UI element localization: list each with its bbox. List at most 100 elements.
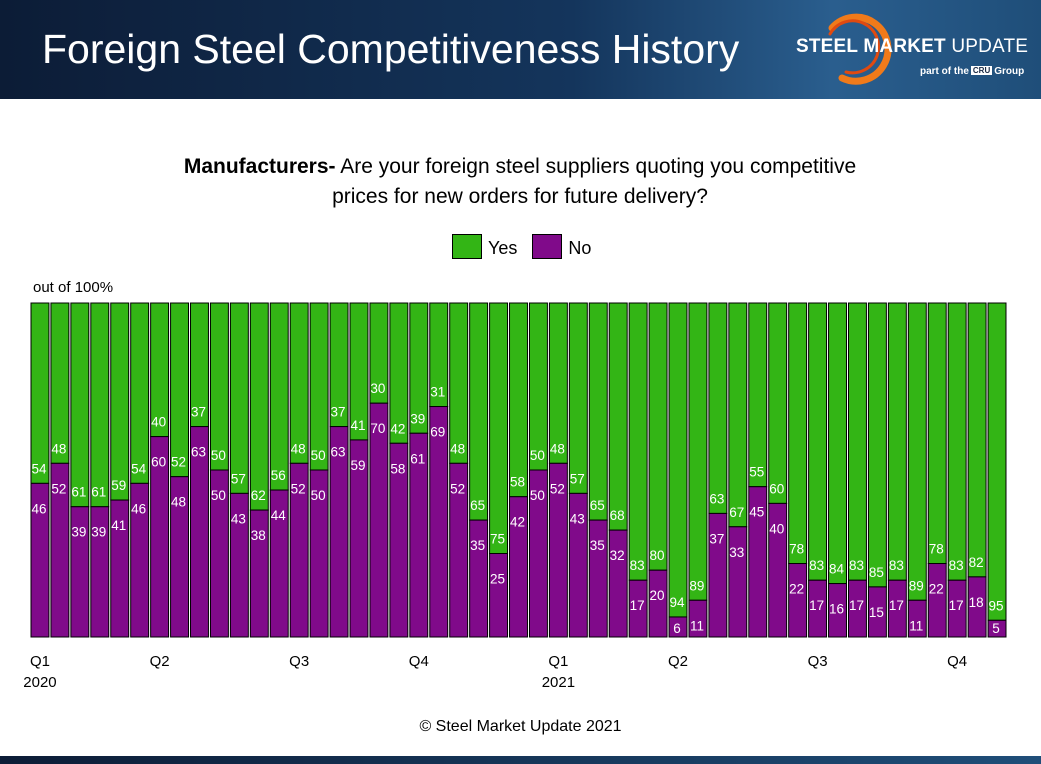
- label-no-10: 43: [231, 511, 246, 526]
- legend-swatch-no: [532, 234, 563, 259]
- bar-yes-36: [748, 302, 768, 488]
- bar-yes-4: [110, 302, 130, 501]
- bar-no-17: [369, 402, 389, 638]
- brand-sub-prefix: part of the: [920, 66, 969, 77]
- logo-swoosh-icon: [828, 13, 892, 85]
- label-no-38: 22: [789, 582, 804, 597]
- bar-no-23: [489, 553, 509, 638]
- legend-item-no: No: [532, 234, 591, 259]
- x-tick-year-4: 2021: [542, 674, 575, 691]
- x-tick-label-0: Q1: [30, 653, 50, 670]
- x-tick-label-7: Q4: [947, 653, 967, 670]
- label-yes-35: 67: [729, 505, 744, 520]
- label-no-2: 39: [71, 525, 86, 540]
- bar-no-28: [588, 519, 608, 638]
- label-no-4: 41: [111, 518, 126, 533]
- bar-yes-7: [170, 302, 190, 478]
- x-tick-year-0: 2020: [23, 674, 56, 691]
- bar-yes-24: [509, 302, 528, 498]
- bar-yes-45: [927, 302, 947, 565]
- bar-no-32: [668, 616, 688, 638]
- label-yes-9: 50: [211, 448, 226, 463]
- label-yes-45: 78: [929, 542, 944, 557]
- bar-yes-35: [728, 302, 748, 528]
- label-yes-43: 83: [889, 558, 904, 573]
- label-no-35: 33: [729, 545, 744, 560]
- label-no-43: 17: [889, 598, 904, 613]
- label-no-36: 45: [749, 505, 764, 520]
- label-yes-4: 59: [111, 478, 126, 493]
- label-no-26: 52: [550, 481, 565, 496]
- bar-no-5: [130, 482, 150, 638]
- label-yes-33: 89: [689, 578, 704, 593]
- label-yes-14: 50: [311, 448, 326, 463]
- bar-no-46: [947, 579, 967, 638]
- bar-no-42: [867, 586, 887, 638]
- bar-yes-41: [847, 302, 867, 581]
- bar-yes-48: [987, 302, 1007, 621]
- label-no-21: 52: [450, 481, 465, 496]
- bar-no-10: [229, 492, 249, 638]
- bar-no-35: [728, 526, 748, 638]
- bar-no-24: [509, 496, 528, 638]
- label-yes-42: 85: [869, 565, 884, 580]
- bar-no-33: [688, 599, 708, 638]
- label-no-41: 17: [849, 598, 864, 613]
- bar-yes-22: [469, 302, 489, 521]
- bar-yes-37: [768, 302, 788, 504]
- label-no-28: 35: [590, 538, 605, 553]
- bar-yes-38: [788, 302, 808, 565]
- label-no-47: 18: [969, 595, 984, 610]
- bar-yes-3: [90, 302, 110, 508]
- label-yes-13: 48: [291, 441, 306, 456]
- bar-yes-5: [130, 302, 150, 484]
- legend-label-no: No: [568, 238, 592, 258]
- label-no-32: 6: [673, 621, 681, 636]
- bar-yes-9: [209, 302, 229, 471]
- bar-no-4: [110, 499, 130, 638]
- label-no-48: 5: [992, 621, 1000, 636]
- brand-name-light: UPDATE: [951, 36, 1029, 57]
- label-no-18: 58: [390, 461, 405, 476]
- label-no-12: 44: [271, 508, 287, 523]
- legend-label-yes: Yes: [488, 238, 518, 258]
- bar-yes-10: [229, 302, 249, 494]
- bar-no-47: [967, 576, 987, 638]
- label-yes-1: 48: [51, 441, 66, 456]
- bar-no-38: [788, 563, 808, 638]
- label-no-29: 32: [610, 548, 625, 563]
- bar-yes-33: [688, 302, 708, 601]
- bar-yes-11: [249, 302, 269, 511]
- label-yes-26: 48: [550, 441, 565, 456]
- bar-yes-14: [309, 302, 329, 471]
- label-no-16: 59: [350, 458, 365, 473]
- brand-logo: STEEL MARKET UPDATE: [796, 36, 1028, 58]
- bar-no-11: [249, 509, 269, 638]
- bar-yes-31: [648, 302, 668, 571]
- label-yes-2: 61: [71, 485, 86, 500]
- page-title: Foreign Steel Competitiveness History: [42, 26, 740, 72]
- bar-yes-44: [907, 302, 927, 601]
- bar-no-0: [30, 482, 50, 638]
- brand-subline: part of the CRU Group: [920, 66, 1024, 77]
- bar-no-31: [648, 569, 668, 638]
- bar-yes-47: [967, 302, 987, 578]
- label-yes-5: 54: [131, 461, 147, 476]
- bar-no-19: [409, 432, 429, 638]
- brand-sub-suffix: Group: [994, 66, 1025, 77]
- label-yes-8: 37: [191, 405, 206, 420]
- x-tick-label-6: Q3: [808, 653, 828, 670]
- bar-no-13: [289, 462, 309, 638]
- bar-no-8: [190, 426, 209, 638]
- label-no-27: 43: [570, 511, 585, 526]
- label-no-33: 11: [690, 618, 704, 633]
- bar-no-22: [469, 519, 489, 638]
- label-yes-6: 40: [151, 415, 166, 430]
- label-no-7: 48: [171, 495, 186, 510]
- label-no-34: 37: [709, 531, 724, 546]
- bar-no-25: [528, 469, 548, 638]
- bar-no-26: [548, 462, 568, 638]
- label-no-40: 16: [829, 602, 844, 617]
- chart-title-bold: Manufacturers-: [183, 155, 336, 178]
